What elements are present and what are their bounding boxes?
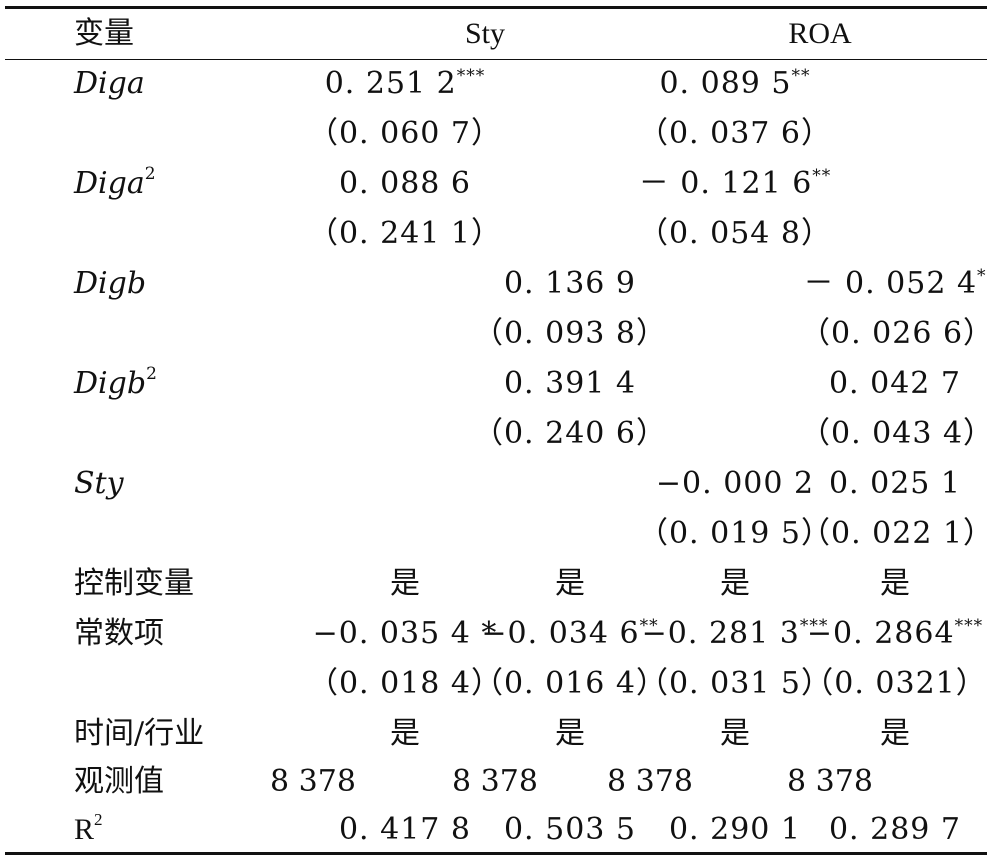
row-label-digb-squared: Digb2 bbox=[74, 364, 157, 402]
diga2-se-c3: （0. 054 8） bbox=[637, 216, 833, 251]
row-label-r-squared: R2 bbox=[74, 810, 103, 846]
observations-c3: 8 378 bbox=[607, 764, 693, 799]
r-squared-c2: 0. 503 5 bbox=[503, 812, 637, 847]
observations-c4: 8 378 bbox=[787, 764, 873, 799]
diga2-coef-c1: 0. 088 6 bbox=[338, 166, 472, 201]
digb2-se-c2: （0. 240 6） bbox=[472, 416, 668, 451]
controls-c4: 是 bbox=[880, 566, 910, 601]
row-label-diga-squared: Diga2 bbox=[74, 164, 156, 202]
time-industry-c1: 是 bbox=[390, 716, 420, 751]
constant-coef-c1: −0. 035 4 * bbox=[312, 616, 498, 651]
row-label-digb: Digb bbox=[74, 266, 147, 301]
row-label-observations: 观测值 bbox=[74, 764, 164, 799]
time-industry-c4: 是 bbox=[880, 716, 910, 751]
diga-se-c3: （0. 037 6） bbox=[637, 116, 833, 151]
time-industry-c3: 是 bbox=[720, 716, 750, 751]
header-group-roa: ROA bbox=[788, 17, 852, 50]
table-bottom-rule bbox=[5, 852, 987, 855]
constant-coef-c4: −0. 2864*** bbox=[806, 616, 984, 651]
diga2-se-c1: （0. 241 1） bbox=[307, 216, 503, 251]
digb-se-c2: （0. 093 8） bbox=[472, 316, 668, 351]
constant-se-c2: （0. 016 4） bbox=[472, 666, 668, 701]
row-label-constant: 常数项 bbox=[74, 616, 164, 651]
sty-coef-c4: 0. 025 1 bbox=[828, 466, 962, 501]
controls-c3: 是 bbox=[720, 566, 750, 601]
diga-coef-c3: 0. 089 5** bbox=[659, 66, 811, 101]
digb2-coef-c2: 0. 391 4 bbox=[503, 366, 637, 401]
diga-se-c1: （0. 060 7） bbox=[307, 116, 503, 151]
observations-c1: 8 378 bbox=[270, 764, 356, 799]
digb-se-c4: （0. 026 6） bbox=[800, 316, 992, 351]
header-variable: 变量 bbox=[74, 16, 134, 51]
observations-c2: 8 378 bbox=[452, 764, 538, 799]
row-label-controls: 控制变量 bbox=[74, 566, 194, 601]
digb-coef-c2: 0. 136 9 bbox=[503, 266, 637, 301]
row-label-sty: Sty bbox=[74, 466, 124, 501]
r-squared-c1: 0. 417 8 bbox=[338, 812, 472, 847]
r-squared-c4: 0. 289 7 bbox=[828, 812, 962, 847]
sty-se-c3: （0. 019 5） bbox=[637, 516, 833, 551]
table-top-rule bbox=[5, 6, 987, 9]
constant-coef-c2: −0. 034 6** bbox=[481, 616, 659, 651]
constant-se-c4: （0. 0321） bbox=[803, 666, 987, 701]
row-label-diga: Diga bbox=[74, 66, 145, 101]
r-squared-c3: 0. 290 1 bbox=[668, 812, 802, 847]
row-label-time-industry: 时间/行业 bbox=[74, 716, 205, 751]
table-header-rule bbox=[5, 59, 987, 60]
diga-coef-c1: 0. 251 2*** bbox=[324, 66, 486, 101]
digb2-coef-c4: 0. 042 7 bbox=[828, 366, 962, 401]
digb2-se-c4: （0. 043 4） bbox=[800, 416, 992, 451]
constant-se-c3: （0. 031 5） bbox=[637, 666, 833, 701]
header-group-sty: Sty bbox=[464, 17, 506, 50]
time-industry-c2: 是 bbox=[555, 716, 585, 751]
diga2-coef-c3: － 0. 121 6** bbox=[638, 166, 832, 201]
controls-c2: 是 bbox=[555, 566, 585, 601]
digb-coef-c4: － 0. 052 4* bbox=[803, 266, 987, 301]
constant-se-c1: （0. 018 4） bbox=[307, 666, 503, 701]
controls-c1: 是 bbox=[390, 566, 420, 601]
sty-coef-c3: −0. 000 2 bbox=[655, 466, 815, 501]
constant-coef-c3: −0. 281 3*** bbox=[641, 616, 829, 651]
sty-se-c4: （0. 022 1） bbox=[800, 516, 992, 551]
